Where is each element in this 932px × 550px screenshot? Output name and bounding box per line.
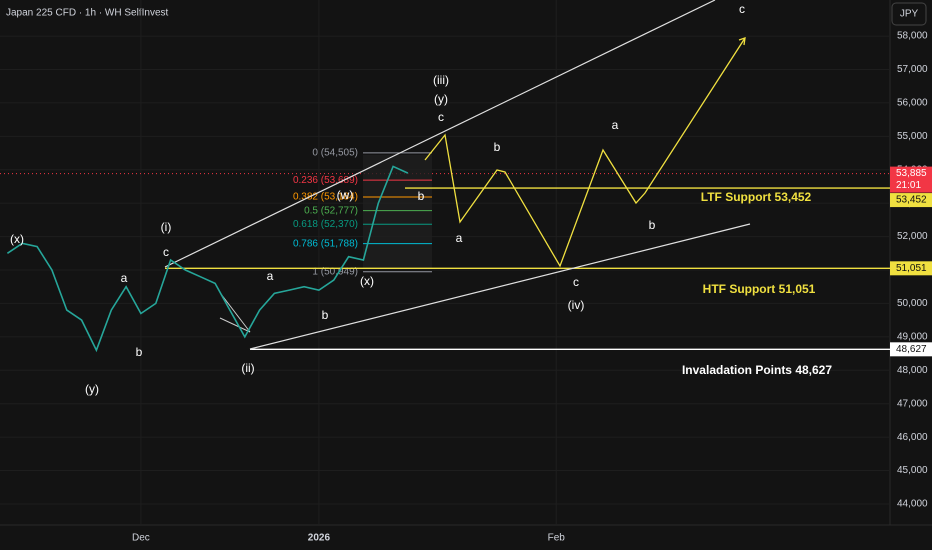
wave-label: c <box>739 2 745 16</box>
currency-badge[interactable] <box>891 2 927 26</box>
wave-label: (w) <box>337 188 354 202</box>
wave-label: b <box>649 218 656 232</box>
fib-label: 0.5 (52,777) <box>304 205 358 216</box>
price-tag <box>890 342 932 357</box>
level-note: HTF Support 51,051 <box>703 282 816 296</box>
y-tick-label: 57,000 <box>897 64 928 75</box>
wave-label: c <box>438 110 444 124</box>
price-line <box>6 165 409 353</box>
level-note: Invaladation Points 48,627 <box>682 363 832 377</box>
fib-label: 0.618 (52,370) <box>293 219 358 230</box>
wave-label: (i) <box>161 220 172 234</box>
price-countdown: 21:01 <box>896 180 921 191</box>
wave-label: b <box>136 345 143 359</box>
wave-label: a <box>456 231 463 245</box>
y-tick-label: 55,000 <box>897 131 928 142</box>
fib-label: 0 (54,505) <box>312 148 358 159</box>
x-tick-label: 2026 <box>308 533 331 544</box>
wave-label: (x) <box>10 232 24 246</box>
price-tag <box>890 261 932 276</box>
fib-box <box>363 155 432 269</box>
price-tag-label: 53,885 <box>896 168 927 179</box>
wave-label: (y) <box>434 92 448 106</box>
y-tick-label: 56,000 <box>897 98 928 109</box>
price-tag-label: 51,051 <box>896 263 927 274</box>
channel-line <box>249 223 751 350</box>
level-note: LTF Support 53,452 <box>701 190 812 204</box>
wave-label: (iv) <box>568 298 585 312</box>
drawings <box>164 0 751 350</box>
wave-label: a <box>267 269 274 283</box>
y-tick-label: 45,000 <box>897 465 928 476</box>
fib-label: 0.382 (53,184) <box>293 192 358 203</box>
price-tag <box>890 166 932 193</box>
wave-label: (y) <box>85 382 99 396</box>
wave-label: b <box>322 308 329 322</box>
projection-path <box>424 37 746 268</box>
arrow-head <box>738 37 746 46</box>
x-tick-label: Feb <box>548 533 566 544</box>
wave-label: a <box>121 271 128 285</box>
y-tick-label: 46,000 <box>897 432 928 443</box>
fib-label: 0.236 (53,689) <box>293 175 358 186</box>
wave-label: b <box>494 140 501 154</box>
wave-label: a <box>612 118 619 132</box>
y-tick-label: 58,000 <box>897 31 928 42</box>
chart-title: Japan 225 CFD · 1h · WH SelfInvest <box>6 8 169 19</box>
price-tag-label: 53,452 <box>896 195 927 206</box>
price-tag <box>890 193 932 208</box>
fib-label: 0.786 (51,788) <box>293 238 358 249</box>
wave-label: (x) <box>360 274 374 288</box>
wave-label: b <box>418 189 425 203</box>
price-tag-label: 48,627 <box>896 344 927 355</box>
y-tick-label: 48,000 <box>897 365 928 376</box>
y-tick-label: 50,000 <box>897 298 928 309</box>
wave-label: (iii) <box>433 73 449 87</box>
x-tick-label: Dec <box>132 533 150 544</box>
wave-label: c <box>163 245 169 259</box>
y-tick-label: 49,000 <box>897 331 928 342</box>
channel-line <box>164 0 716 268</box>
currency: JPY <box>900 9 919 20</box>
fib-label: 1 (50,949) <box>312 266 358 277</box>
y-tick-label: 52,000 <box>897 231 928 242</box>
wave-label: (ii) <box>241 361 254 375</box>
wave-label: c <box>573 275 579 289</box>
wave-box <box>219 293 251 333</box>
y-tick-label: 47,000 <box>897 398 928 409</box>
y-tick-label: 44,000 <box>897 499 928 510</box>
